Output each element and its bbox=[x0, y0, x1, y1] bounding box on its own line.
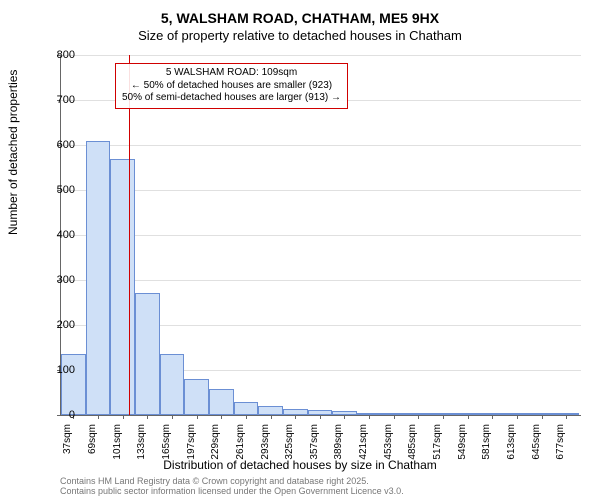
ytick-label: 800 bbox=[35, 49, 75, 61]
xtick-mark bbox=[271, 415, 272, 419]
xtick-mark bbox=[295, 415, 296, 419]
annotation-line1: 5 WALSHAM ROAD: 109sqm bbox=[122, 67, 341, 80]
xtick-label: 357sqm bbox=[309, 424, 320, 460]
xtick-label: 549sqm bbox=[457, 424, 468, 460]
xtick-mark bbox=[418, 415, 419, 419]
histogram-bar bbox=[258, 406, 283, 415]
xtick-label: 261sqm bbox=[235, 424, 246, 460]
xtick-mark bbox=[123, 415, 124, 419]
xtick-mark bbox=[320, 415, 321, 419]
footer-line1: Contains HM Land Registry data © Crown c… bbox=[60, 476, 404, 486]
histogram-bar bbox=[209, 389, 234, 415]
chart-title-line1: 5, WALSHAM ROAD, CHATHAM, ME5 9HX bbox=[0, 0, 600, 26]
xtick-label: 69sqm bbox=[87, 424, 98, 454]
ytick-label: 500 bbox=[35, 184, 75, 196]
xtick-label: 421sqm bbox=[358, 424, 369, 460]
gridline-h bbox=[61, 280, 581, 281]
footer-attribution: Contains HM Land Registry data © Crown c… bbox=[60, 476, 404, 497]
annotation-box: 5 WALSHAM ROAD: 109sqm← 50% of detached … bbox=[115, 63, 348, 109]
chart-container: 5, WALSHAM ROAD, CHATHAM, ME5 9HX Size o… bbox=[0, 0, 600, 500]
xtick-mark bbox=[221, 415, 222, 419]
xtick-mark bbox=[443, 415, 444, 419]
gridline-h bbox=[61, 55, 581, 56]
xtick-label: 325sqm bbox=[284, 424, 295, 460]
ytick-label: 100 bbox=[35, 364, 75, 376]
gridline-h bbox=[61, 190, 581, 191]
y-axis-label: Number of detached properties bbox=[6, 70, 20, 235]
xtick-mark bbox=[344, 415, 345, 419]
ytick-label: 300 bbox=[35, 274, 75, 286]
xtick-label: 37sqm bbox=[62, 424, 73, 454]
histogram-bar bbox=[110, 159, 135, 416]
xtick-label: 389sqm bbox=[333, 424, 344, 460]
xtick-label: 101sqm bbox=[112, 424, 123, 460]
xtick-label: 485sqm bbox=[407, 424, 418, 460]
ytick-label: 0 bbox=[35, 409, 75, 421]
xtick-label: 517sqm bbox=[432, 424, 443, 460]
xtick-mark bbox=[394, 415, 395, 419]
annotation-line3: 50% of semi-detached houses are larger (… bbox=[122, 92, 341, 105]
xtick-mark bbox=[172, 415, 173, 419]
footer-line2: Contains public sector information licen… bbox=[60, 486, 404, 496]
xtick-label: 133sqm bbox=[136, 424, 147, 460]
histogram-bar bbox=[160, 354, 185, 415]
chart-title-line2: Size of property relative to detached ho… bbox=[0, 26, 600, 43]
xtick-mark bbox=[98, 415, 99, 419]
ytick-label: 200 bbox=[35, 319, 75, 331]
histogram-bar bbox=[86, 141, 111, 415]
xtick-mark bbox=[517, 415, 518, 419]
xtick-label: 197sqm bbox=[186, 424, 197, 460]
xtick-mark bbox=[542, 415, 543, 419]
xtick-label: 613sqm bbox=[506, 424, 517, 460]
xtick-label: 229sqm bbox=[210, 424, 221, 460]
histogram-bar bbox=[234, 402, 259, 416]
xtick-label: 581sqm bbox=[481, 424, 492, 460]
xtick-mark bbox=[197, 415, 198, 419]
xtick-label: 293sqm bbox=[260, 424, 271, 460]
histogram-bar bbox=[135, 293, 160, 415]
xtick-mark bbox=[468, 415, 469, 419]
xtick-label: 677sqm bbox=[555, 424, 566, 460]
gridline-h bbox=[61, 145, 581, 146]
gridline-h bbox=[61, 235, 581, 236]
xtick-mark bbox=[492, 415, 493, 419]
marker-line bbox=[129, 55, 130, 415]
xtick-label: 165sqm bbox=[161, 424, 172, 460]
plot-area: 37sqm69sqm101sqm133sqm165sqm197sqm229sqm… bbox=[60, 55, 581, 416]
xtick-mark bbox=[246, 415, 247, 419]
xtick-mark bbox=[147, 415, 148, 419]
xtick-label: 453sqm bbox=[383, 424, 394, 460]
ytick-label: 400 bbox=[35, 229, 75, 241]
ytick-label: 600 bbox=[35, 139, 75, 151]
ytick-label: 700 bbox=[35, 94, 75, 106]
xtick-mark bbox=[566, 415, 567, 419]
histogram-bar bbox=[184, 379, 209, 415]
x-axis-label: Distribution of detached houses by size … bbox=[0, 458, 600, 472]
xtick-label: 645sqm bbox=[531, 424, 542, 460]
annotation-line2: ← 50% of detached houses are smaller (92… bbox=[122, 80, 341, 93]
xtick-mark bbox=[369, 415, 370, 419]
